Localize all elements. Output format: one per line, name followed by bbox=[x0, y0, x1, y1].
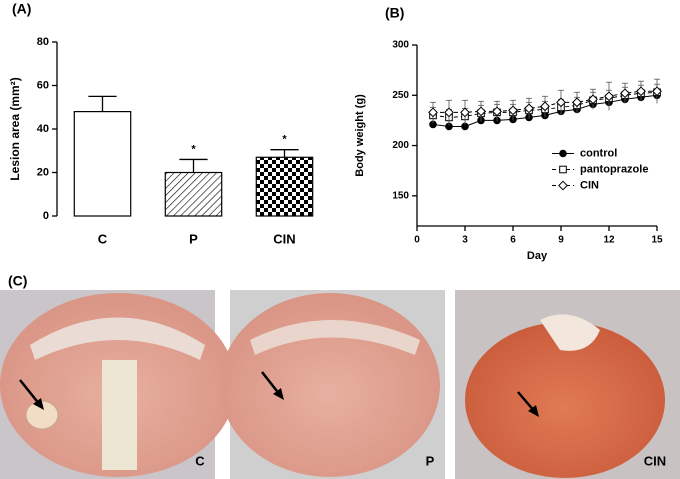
y-tick-label: 40 bbox=[37, 123, 49, 135]
x-tick-label: CIN bbox=[273, 231, 295, 246]
legend-label: pantoprazole bbox=[580, 163, 648, 175]
bar bbox=[164, 171, 223, 217]
x-tick-label: 6 bbox=[510, 235, 516, 246]
marker bbox=[492, 106, 502, 117]
marker bbox=[508, 105, 518, 116]
marker bbox=[540, 101, 550, 112]
y-tick-label: 150 bbox=[392, 190, 409, 201]
legend-label: control bbox=[580, 147, 617, 159]
marker bbox=[444, 107, 454, 118]
y-tick-label: 80 bbox=[37, 36, 49, 48]
legend-marker bbox=[558, 180, 568, 191]
marker bbox=[556, 97, 566, 108]
x-axis-label: Day bbox=[527, 250, 548, 262]
photo-label: P bbox=[426, 453, 435, 468]
photo-cin bbox=[455, 290, 680, 479]
marker bbox=[620, 88, 630, 99]
marker bbox=[476, 106, 486, 117]
legend-label: CIN bbox=[580, 179, 599, 191]
significance: * bbox=[282, 134, 287, 146]
legend-marker bbox=[559, 149, 567, 158]
marker bbox=[604, 91, 614, 102]
y-axis-label: Lesion area (mm²) bbox=[8, 77, 22, 180]
photo-label: C bbox=[195, 453, 205, 468]
x-tick-label: 9 bbox=[558, 235, 564, 246]
marker bbox=[524, 103, 534, 114]
x-tick-label: 15 bbox=[651, 235, 663, 246]
y-axis-label: Body weight (g) bbox=[354, 94, 366, 177]
y-tick-label: 300 bbox=[392, 40, 409, 51]
y-tick-label: 250 bbox=[392, 90, 409, 101]
legend-marker bbox=[559, 165, 567, 174]
y-tick-label: 60 bbox=[37, 79, 49, 91]
bar bbox=[73, 110, 132, 217]
panel-label: (A) bbox=[12, 1, 31, 17]
y-tick-label: 0 bbox=[43, 210, 49, 222]
significance: * bbox=[191, 143, 196, 155]
photo-c bbox=[0, 290, 236, 479]
y-tick-label: 20 bbox=[37, 166, 49, 178]
photo-p bbox=[220, 290, 445, 479]
marker bbox=[588, 94, 598, 105]
marker bbox=[460, 107, 470, 118]
x-tick-label: 0 bbox=[414, 235, 420, 246]
x-tick-label: P bbox=[189, 231, 198, 246]
panel-label: (B) bbox=[385, 5, 404, 21]
marker bbox=[428, 107, 438, 118]
marker bbox=[572, 97, 582, 108]
panel-label: (C) bbox=[8, 273, 27, 289]
photo-label: CIN bbox=[644, 453, 666, 468]
x-tick-label: 12 bbox=[603, 235, 615, 246]
marker bbox=[636, 86, 646, 97]
bar bbox=[255, 156, 314, 217]
x-tick-label: C bbox=[98, 231, 108, 246]
marker bbox=[652, 86, 662, 97]
y-tick-label: 200 bbox=[392, 140, 409, 151]
x-tick-label: 3 bbox=[462, 235, 468, 246]
